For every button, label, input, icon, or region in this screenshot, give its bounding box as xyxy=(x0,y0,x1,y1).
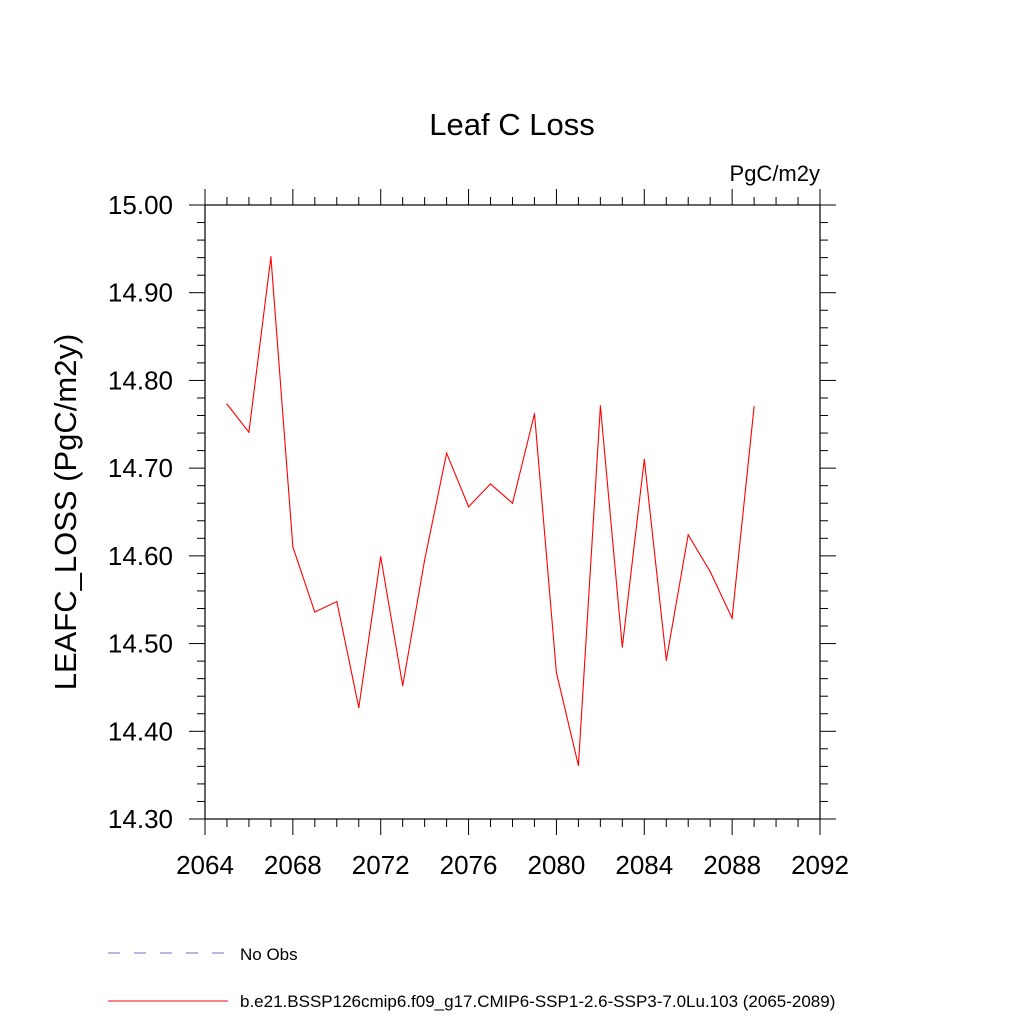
data-point xyxy=(489,483,492,485)
data-point xyxy=(424,559,426,561)
data-point xyxy=(446,452,448,454)
x-tick-label: 2072 xyxy=(352,850,410,880)
data-points-layer xyxy=(226,256,755,767)
units-label: PgC/m2y xyxy=(730,161,820,186)
y-tick-label: 14.90 xyxy=(108,278,173,308)
tick-labels-layer: 2064 2068 2072 2076 2080 2084 2088 2092 14.30 14.… xyxy=(108,190,849,880)
y-tick-label: 14.80 xyxy=(108,365,173,395)
data-point xyxy=(621,646,623,648)
y-tick-label: 14.30 xyxy=(108,804,173,834)
y-tick-label: 14.40 xyxy=(108,716,173,746)
data-point xyxy=(643,458,645,460)
legend-label-no-obs: No Obs xyxy=(240,945,298,964)
data-point xyxy=(226,403,228,405)
data-point xyxy=(555,671,558,674)
x-tick-label: 2064 xyxy=(176,850,234,880)
x-tick-label: 2080 xyxy=(528,850,586,880)
series-line xyxy=(226,256,755,766)
data-point xyxy=(577,764,579,767)
data-point xyxy=(270,256,272,258)
x-tick-label: 2088 xyxy=(703,850,761,880)
data-point xyxy=(511,502,514,504)
data-point xyxy=(358,707,360,709)
data-point xyxy=(467,506,470,508)
data-point xyxy=(314,611,316,613)
data-point xyxy=(709,571,711,573)
data-point xyxy=(599,405,601,407)
x-tick-label: 2068 xyxy=(264,850,322,880)
ticks-layer xyxy=(189,189,836,835)
x-tick-label: 2084 xyxy=(615,850,673,880)
plot-frame xyxy=(204,204,821,820)
data-point xyxy=(380,556,382,558)
y-tick-label: 14.70 xyxy=(108,453,173,483)
y-tick-label: 15.00 xyxy=(108,190,173,220)
y-tick-label: 14.50 xyxy=(108,629,173,659)
data-point xyxy=(402,685,404,687)
data-point xyxy=(533,413,536,415)
data-point xyxy=(336,600,338,603)
y-axis-label: LEAFC_LOSS (PgC/m2y) xyxy=(48,334,83,691)
legend-label-series: b.e21.BSSP126cmip6.f09_g17.CMIP6-SSP1-2.… xyxy=(240,992,835,1011)
data-point xyxy=(753,406,755,408)
data-point xyxy=(687,534,689,536)
data-point xyxy=(731,617,733,619)
data-point xyxy=(665,659,667,661)
x-tick-label: 2076 xyxy=(440,850,498,880)
data-point xyxy=(292,546,294,548)
x-tick-label: 2092 xyxy=(791,850,849,880)
chart-title: Leaf C Loss xyxy=(429,107,594,142)
data-point xyxy=(248,431,250,433)
y-tick-label: 14.60 xyxy=(108,541,173,571)
